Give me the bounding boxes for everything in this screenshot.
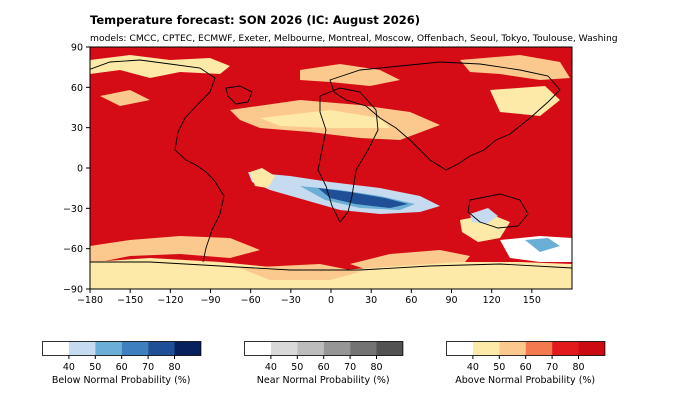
colorbar-swatch bbox=[376, 341, 403, 356]
lon-tick-label: 90 bbox=[445, 295, 457, 306]
region-siberia-pale bbox=[460, 55, 570, 80]
colorbar-tick-label: 40 bbox=[467, 362, 479, 373]
colorbar-tick-label: 70 bbox=[344, 362, 356, 373]
region-nina-core bbox=[318, 188, 408, 208]
latitude-axis: 90 60 30 0 −30 −60 −90 bbox=[63, 43, 90, 296]
colorbar-tick-label: 50 bbox=[89, 362, 101, 373]
colorbar-swatch bbox=[350, 341, 377, 356]
colorbar-swatches: 40 50 60 70 80 bbox=[244, 341, 404, 373]
colorbar-near: 40 50 60 70 80 Near Normal Probability (%) bbox=[244, 341, 404, 393]
colorbar-tick-label: 50 bbox=[493, 362, 505, 373]
coast-africa bbox=[317, 87, 379, 223]
lon-tick-label: −120 bbox=[157, 295, 183, 306]
coast-antarctica bbox=[90, 261, 572, 271]
colorbar-tick-label: 70 bbox=[546, 362, 558, 373]
colorbar-swatches: 40 50 60 70 80 bbox=[446, 341, 606, 373]
colorbar-swatch bbox=[148, 341, 175, 356]
colorbar-swatch bbox=[499, 341, 526, 356]
colorbar-swatch bbox=[525, 341, 553, 356]
lon-tick-label: −180 bbox=[77, 295, 103, 306]
lon-tick-label: 0 bbox=[328, 295, 334, 306]
coast-eurasia bbox=[329, 61, 561, 171]
region-south-atlantic-blue bbox=[525, 238, 560, 252]
colorbar-swatch bbox=[270, 341, 298, 356]
lon-tick-label: −150 bbox=[117, 295, 143, 306]
region-southern-band bbox=[90, 236, 260, 262]
longitude-axis: −180 −150 −120 −90 −60 −30 0 30 60 90 120 150 bbox=[77, 289, 541, 306]
colorbar-swatch bbox=[323, 341, 351, 356]
lat-tick-label: 60 bbox=[71, 83, 83, 94]
colorbar-below: 40 50 60 70 80 Below Normal Probability (%) bbox=[42, 341, 202, 393]
colorbar-swatches: 40 50 60 70 80 bbox=[42, 341, 202, 373]
lon-tick-label: −90 bbox=[200, 295, 220, 306]
colorbar-swatch bbox=[552, 341, 579, 356]
lat-tick-label: 90 bbox=[71, 43, 83, 54]
region-maritime-pale bbox=[250, 168, 275, 188]
colorbar-label: Above Normal Probability (%) bbox=[455, 375, 596, 386]
colorbar-swatch bbox=[472, 341, 500, 356]
coast-greenland bbox=[225, 85, 253, 105]
colorbar-swatch bbox=[446, 341, 473, 356]
colorbar-tick-label: 50 bbox=[291, 362, 303, 373]
colorbar-swatch bbox=[244, 341, 271, 356]
lon-tick-label: 120 bbox=[483, 295, 501, 306]
colorbar-above: 40 50 60 70 80 Above Normal Probability (%) bbox=[446, 341, 606, 393]
region-northpacific-pale bbox=[490, 86, 560, 116]
colorbar-swatch bbox=[174, 341, 201, 356]
colorbar-label: Near Normal Probability (%) bbox=[256, 375, 390, 386]
colorbar-tick-label: 60 bbox=[318, 362, 330, 373]
lat-tick-label: −90 bbox=[63, 285, 83, 296]
colorbar-tick-label: 40 bbox=[265, 362, 277, 373]
chart-title: Temperature forecast: SON 2026 (IC: Augu… bbox=[90, 13, 421, 27]
lat-tick-label: −60 bbox=[63, 244, 83, 255]
region-antarctic-orange bbox=[240, 264, 360, 280]
region-atlantic-pale bbox=[300, 64, 400, 86]
colorbar-swatch bbox=[42, 341, 69, 356]
region-north-band-inner bbox=[260, 110, 390, 128]
coast-north-america bbox=[90, 59, 216, 166]
colorbar-tick-label: 60 bbox=[520, 362, 532, 373]
colorbar-swatch bbox=[578, 341, 605, 356]
colorbar-tick-label: 80 bbox=[572, 362, 584, 373]
lon-tick-label: 60 bbox=[405, 295, 417, 306]
colorbar-label: Below Normal Probability (%) bbox=[51, 375, 191, 386]
lon-tick-label: −30 bbox=[281, 295, 301, 306]
colorbar-swatch bbox=[68, 341, 96, 356]
region-nwpacific-pale bbox=[100, 90, 150, 106]
colorbar-tick-label: 80 bbox=[370, 362, 382, 373]
colorbar-swatch bbox=[95, 341, 122, 356]
probability-field bbox=[90, 47, 572, 289]
lat-tick-label: 30 bbox=[71, 123, 83, 134]
colorbar-tick-label: 60 bbox=[116, 362, 128, 373]
lon-tick-label: 150 bbox=[523, 295, 541, 306]
lon-tick-label: −60 bbox=[241, 295, 261, 306]
lat-tick-label: −30 bbox=[63, 204, 83, 215]
lon-tick-label: 30 bbox=[365, 295, 377, 306]
coast-australia bbox=[467, 193, 529, 229]
colorbar-swatch bbox=[297, 341, 324, 356]
coastlines bbox=[90, 59, 572, 271]
coast-south-america bbox=[195, 164, 225, 263]
colorbar-swatch bbox=[121, 341, 149, 356]
colorbar-tick-label: 40 bbox=[63, 362, 75, 373]
colorbar-tick-label: 80 bbox=[168, 362, 180, 373]
colorbar-tick-label: 70 bbox=[142, 362, 154, 373]
chart-subtitle: models: CMCC, CPTEC, ECMWF, Exeter, Melb… bbox=[90, 33, 618, 44]
lat-tick-label: 0 bbox=[77, 164, 83, 175]
